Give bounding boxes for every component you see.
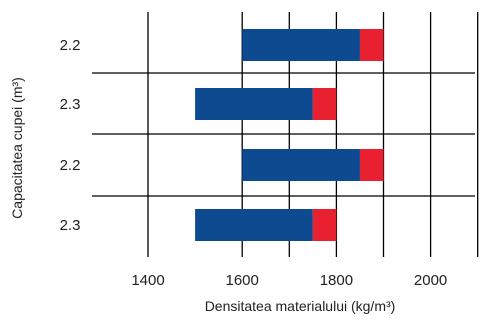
bar-blue-2: [195, 88, 313, 120]
x-tick-label: 1600: [226, 272, 259, 289]
x-tick-label: 1800: [320, 272, 353, 289]
y-axis-title: Capacitatea cupei (m³): [9, 77, 25, 219]
bar-red-2: [312, 88, 337, 120]
bar-red-3: [359, 149, 384, 181]
x-tick-label: 1400: [131, 272, 164, 289]
bar-blue-1: [242, 29, 360, 61]
x-tick-label: 2000: [414, 272, 447, 289]
bar-red-1: [359, 29, 384, 61]
bar-blue-3: [242, 149, 360, 181]
y-tick-labels: 2.2 2.3 2.2 2.3: [60, 37, 81, 234]
y-tick-label: 2.3: [60, 217, 81, 234]
y-tick-label: 2.2: [60, 37, 81, 54]
y-tick-label: 2.3: [60, 96, 81, 113]
bar-blue-4: [195, 209, 313, 241]
bars-group: [195, 29, 384, 241]
x-tick-labels: 1400 1600 1800 2000: [131, 272, 447, 289]
y-tick-label: 2.2: [60, 157, 81, 174]
x-axis-title: Densitatea materialului (kg/m³): [205, 298, 396, 314]
bar-red-4: [312, 209, 337, 241]
